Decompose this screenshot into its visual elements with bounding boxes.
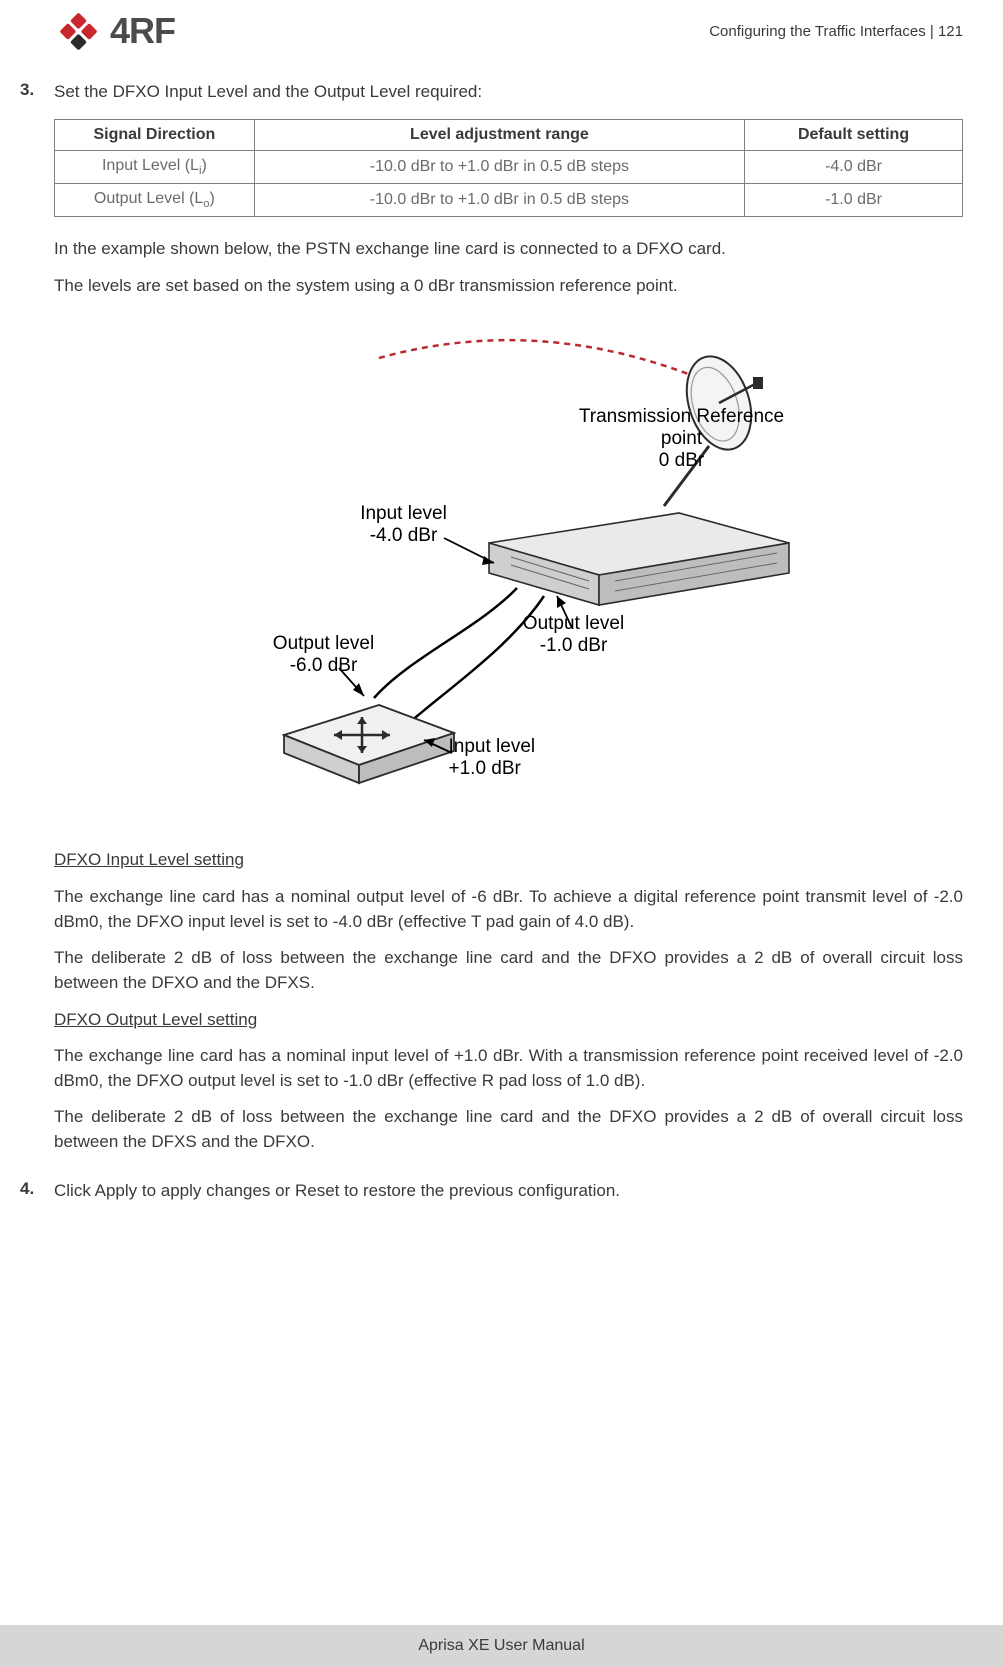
table-row: Input Level (Li) -10.0 dBr to +1.0 dBr i… (55, 150, 963, 183)
th-level-range: Level adjustment range (254, 119, 744, 150)
cell-default: -1.0 dBr (745, 183, 963, 216)
step3-p4: The deliberate 2 dB of loss between the … (54, 946, 963, 995)
step-4: 4. Click Apply to apply changes or Reset… (20, 1179, 963, 1204)
step3-lead: Set the DFXO Input Level and the Output … (54, 80, 963, 105)
heading-input-level: DFXO Input Level setting (54, 848, 963, 873)
logo-dot (81, 23, 98, 40)
header-section: Configuring the Traffic Interfaces (709, 23, 926, 40)
levels-table: Signal Direction Level adjustment range … (54, 119, 963, 217)
label-output-neg6: Output level-6.0 dBr (264, 633, 384, 677)
logo-icon (59, 12, 97, 50)
step3-p5: The exchange line card has a nominal inp… (54, 1044, 963, 1093)
label-input-neg4: Input level-4.0 dBr (349, 503, 459, 547)
step4-text: Click Apply to apply changes or Reset to… (54, 1179, 963, 1204)
cell-range: -10.0 dBr to +1.0 dBr in 0.5 dB steps (254, 183, 744, 216)
page-footer: Aprisa XE User Manual (0, 1625, 1003, 1667)
cell-default: -4.0 dBr (745, 150, 963, 183)
diagram-container: Transmission Reference point0 dBr Input … (54, 328, 963, 808)
step-number: 3. (20, 80, 34, 100)
cell-range: -10.0 dBr to +1.0 dBr in 0.5 dB steps (254, 150, 744, 183)
step3-p1: In the example shown below, the PSTN exc… (54, 237, 963, 262)
table-row: Output Level (Lo) -10.0 dBr to +1.0 dBr … (55, 183, 963, 216)
cell-direction: Output Level (Lo) (55, 183, 255, 216)
th-signal-direction: Signal Direction (55, 119, 255, 150)
dfxo-diagram: Transmission Reference point0 dBr Input … (199, 328, 819, 808)
header-sep: | (926, 23, 938, 40)
label-output-neg1: Output level-1.0 dBr (514, 613, 634, 657)
cell-direction: Input Level (Li) (55, 150, 255, 183)
footer-text: Aprisa XE User Manual (418, 1637, 584, 1655)
step3-p6: The deliberate 2 dB of loss between the … (54, 1105, 963, 1154)
label-trans-ref: Transmission Reference point0 dBr (557, 406, 807, 472)
header-page: 121 (938, 23, 963, 40)
page-header: 4RF Configuring the Traffic Interfaces |… (20, 10, 963, 52)
logo-text: 4RF (110, 10, 175, 52)
th-default: Default setting (745, 119, 963, 150)
step3-p2: The levels are set based on the system u… (54, 274, 963, 299)
header-breadcrumb: Configuring the Traffic Interfaces | 121 (709, 23, 963, 40)
logo: 4RF (65, 10, 175, 52)
step-3: 3. Set the DFXO Input Level and the Outp… (20, 80, 963, 1155)
step-number: 4. (20, 1179, 34, 1199)
label-input-pos1: Input level+1.0 dBr (449, 736, 559, 780)
heading-output-level: DFXO Output Level setting (54, 1008, 963, 1033)
step3-p3: The exchange line card has a nominal out… (54, 885, 963, 934)
